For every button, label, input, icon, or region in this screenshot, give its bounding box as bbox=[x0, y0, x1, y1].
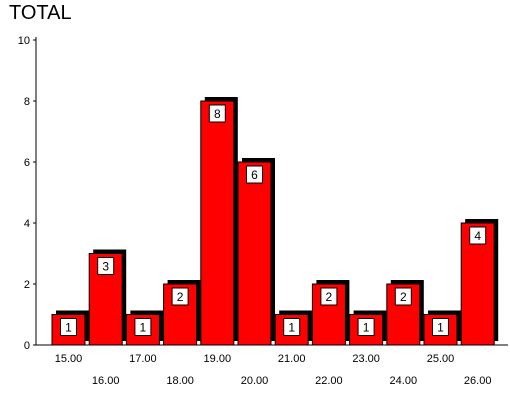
y-tick-label: 2 bbox=[24, 279, 30, 291]
bars-group: 1 3 1 2 8 6 1 2 1 2 1 4 bbox=[51, 97, 499, 346]
data-label-box bbox=[432, 318, 449, 336]
x-tick-label: 21.00 bbox=[278, 353, 306, 365]
data-label-box bbox=[171, 287, 189, 306]
bar bbox=[200, 100, 235, 346]
data-label-box bbox=[283, 318, 301, 336]
y-tick-label: 6 bbox=[24, 157, 30, 169]
data-label: 3 bbox=[102, 260, 109, 274]
data-label: 2 bbox=[177, 290, 184, 304]
data-label: 6 bbox=[251, 168, 258, 182]
axes-group: 0 2 4 6 8 10 15.00 16.00 17.00 18.00 19.00 20.00 21.… bbox=[18, 35, 508, 387]
data-label-box bbox=[208, 104, 226, 123]
data-label: 4 bbox=[474, 229, 481, 243]
data-label: 2 bbox=[400, 290, 407, 304]
data-label-box bbox=[134, 318, 152, 336]
x-tick-label: 25.00 bbox=[427, 353, 455, 365]
chart-title: TOTAL bbox=[9, 2, 72, 24]
x-tick-label: 26.00 bbox=[464, 375, 492, 387]
data-label-box bbox=[357, 318, 375, 336]
x-tick-label: 19.00 bbox=[204, 353, 232, 365]
x-tick-label: 23.00 bbox=[352, 353, 380, 365]
data-label: 1 bbox=[65, 321, 72, 335]
x-tick-label: 15.00 bbox=[55, 353, 83, 365]
x-tick-label: 18.00 bbox=[166, 375, 194, 387]
y-tick-label: 4 bbox=[24, 218, 30, 230]
x-tick-label: 16.00 bbox=[92, 375, 120, 387]
x-tick-label: 24.00 bbox=[390, 375, 418, 387]
data-label-box bbox=[320, 287, 338, 306]
data-label: 1 bbox=[140, 321, 147, 335]
x-tick-label: 22.00 bbox=[315, 375, 343, 387]
data-label-box bbox=[246, 165, 263, 184]
data-label-box bbox=[394, 287, 412, 306]
data-label: 1 bbox=[288, 321, 295, 335]
x-tick-label: 20.00 bbox=[241, 375, 269, 387]
x-tick-label: 17.00 bbox=[129, 353, 157, 365]
y-tick-label: 10 bbox=[18, 35, 30, 47]
data-label-box bbox=[469, 226, 487, 245]
bar bbox=[237, 161, 272, 346]
data-label: 1 bbox=[363, 321, 370, 335]
data-label: 1 bbox=[437, 321, 444, 335]
data-label-box bbox=[60, 318, 77, 336]
data-label: 8 bbox=[214, 107, 221, 121]
y-tick-label: 8 bbox=[24, 96, 30, 108]
data-label-box bbox=[97, 257, 115, 275]
y-tick-label: 0 bbox=[24, 340, 30, 352]
data-label: 2 bbox=[326, 290, 333, 304]
